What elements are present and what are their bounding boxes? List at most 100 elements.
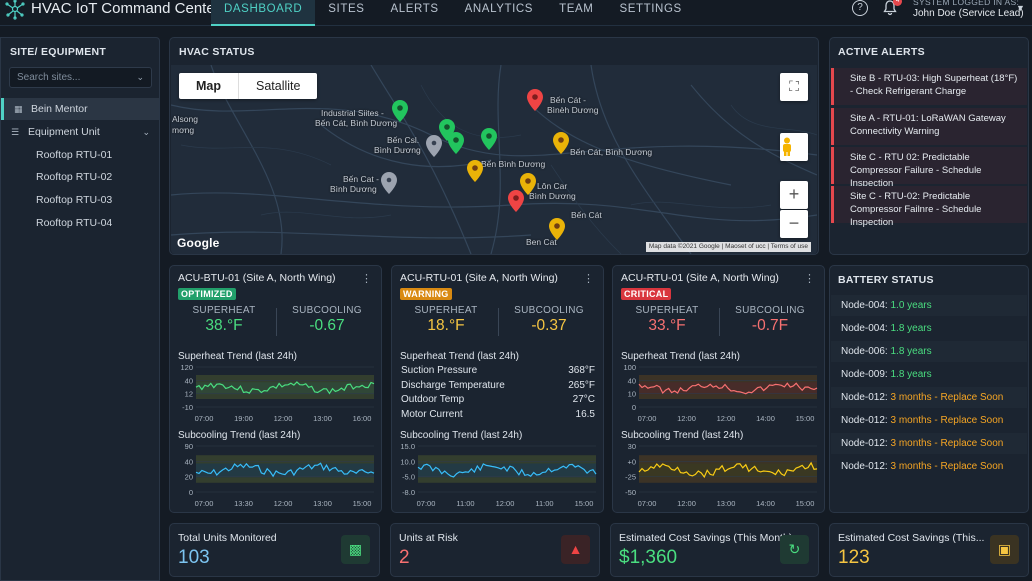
- subcooling-trend-chart: 15.0 10.0 -5.0 -8.007:00 11:00 12:00 11:00 15:0…: [400, 442, 597, 508]
- alert-item[interactable]: Site B - RTU-03: High Superheat (18°F) -…: [831, 68, 1027, 105]
- battery-value: 1.8 years: [890, 346, 932, 357]
- battery-node: Node-004:: [841, 300, 891, 311]
- map-label: Bến Cát, Bình Dương: [315, 118, 398, 128]
- sidebar-item-rtu-01[interactable]: Rooftop RTU-01: [1, 144, 159, 166]
- kpi-cost-savings-2[interactable]: Estimated Cost Savings (This... 123 ▣: [829, 523, 1029, 577]
- unit-card-acu-rtu-01-critical[interactable]: ACU-RTU-01 (Site A, North Wing) ⋮ CRITIC…: [612, 265, 825, 513]
- zoom-in-icon[interactable]: +: [780, 181, 808, 209]
- reading-label: Discharge Temperature: [401, 379, 505, 391]
- divider: [498, 308, 499, 336]
- battery-row[interactable]: Node-012: 3 months - Replace Soon: [831, 387, 1027, 409]
- tab-team[interactable]: TEAM: [559, 3, 594, 15]
- active-alerts-title: ACTIVE ALERTS: [838, 46, 925, 58]
- superheat-value: 18.°F: [427, 317, 465, 334]
- y-tick-label: 12: [185, 390, 193, 399]
- satellite-tab[interactable]: Satallite: [256, 79, 301, 93]
- kpi-cost-savings-month[interactable]: Estimated Cost Savings (This Month) $1,3…: [610, 523, 819, 577]
- battery-value: 1.8 years: [890, 323, 932, 334]
- more-options-icon[interactable]: ⋮: [361, 273, 372, 285]
- battery-row[interactable]: Node-012: 3 months - Replace Soon: [831, 410, 1027, 432]
- target-band: [639, 463, 817, 478]
- status-badge: OPTIMIZED: [178, 288, 236, 300]
- trend-title: Superheat Trend (last 24h): [178, 351, 297, 362]
- battery-node: Node-012:: [841, 461, 891, 472]
- battery-value: 3 months - Replace Soon: [890, 415, 1004, 426]
- x-tick-label: 12:00: [677, 499, 696, 508]
- user-menu[interactable]: SYSTEM LOGGED IN AS: John Doe (Service L…: [913, 0, 1024, 20]
- sidebar-item-rtu-03[interactable]: Rooftop RTU-03: [1, 189, 159, 211]
- status-badge: CRITICAL: [621, 288, 672, 300]
- sidebar-item-label: Equipment Unit: [28, 126, 100, 138]
- tab-settings[interactable]: SETTINGS: [619, 3, 682, 15]
- notification-badge: 4: [893, 0, 902, 6]
- reading-label: Motor Current: [401, 408, 463, 420]
- sidebar-item-bein-mentor[interactable]: ▦ Bein Mentor: [1, 98, 159, 120]
- reading-value: 265°F: [568, 379, 595, 391]
- active-alerts-panel: ACTIVE ALERTS Site B - RTU-03: High Supe…: [829, 37, 1029, 255]
- more-options-icon[interactable]: ⋮: [804, 273, 815, 285]
- x-tick-label: 12:00: [496, 499, 515, 508]
- pegman-icon[interactable]: [780, 133, 808, 161]
- x-tick-label: 15:00: [575, 499, 594, 508]
- battery-row[interactable]: Node-004: 1.0 years: [831, 295, 1027, 317]
- x-tick-label: 19:00: [234, 414, 253, 423]
- unit-card-acu-rtu-01-warning[interactable]: ACU-RTU-01 (Site A, North Wing) ⋮ WARNIN…: [391, 265, 604, 513]
- alert-item[interactable]: Site C - RTU-02: Predictable Compressor …: [831, 186, 1027, 228]
- unit-title: ACU-BTU-01 (Site A, North Wing): [178, 272, 336, 284]
- attribution-terms[interactable]: Terms of use: [770, 243, 808, 250]
- reading-row: Motor Current 16.5: [401, 408, 595, 423]
- tab-dashboard[interactable]: DASHBOARD: [211, 0, 316, 26]
- bell-icon[interactable]: [883, 0, 897, 16]
- battery-row[interactable]: Node-012: 3 months - Replace Soon: [831, 456, 1027, 478]
- help-icon[interactable]: ?: [852, 0, 868, 16]
- kpi-total-units[interactable]: Total Units Monitored 103 ▩: [169, 523, 380, 577]
- fullscreen-icon[interactable]: ⛶: [780, 73, 808, 101]
- battery-status-title: BATTERY STATUS: [838, 274, 934, 286]
- superheat-metric: SUPERHEAT 38.°F: [174, 305, 274, 335]
- battery-row[interactable]: Node-012: 3 months - Replace Soon: [831, 433, 1027, 455]
- chevron-down-icon[interactable]: ⌄: [136, 72, 144, 82]
- trend-line: [638, 382, 818, 395]
- x-tick-label: 11:00: [535, 499, 553, 508]
- battery-node: Node-009:: [841, 369, 891, 380]
- x-tick-label: 13:00: [313, 414, 332, 423]
- sidebar-item-rtu-04[interactable]: Rooftop RTU-04: [1, 212, 159, 234]
- tab-analytics[interactable]: ANALYTICS: [464, 3, 534, 15]
- battery-row[interactable]: Node-009: 1.8 years: [831, 364, 1027, 386]
- zoom-out-icon[interactable]: −: [780, 210, 808, 238]
- subcooling-metric: SUBCOOLING -0.67: [277, 305, 377, 335]
- tab-sites[interactable]: SITES: [328, 3, 365, 15]
- chevron-down-icon[interactable]: ▼: [1016, 3, 1025, 13]
- kpi-units-at-risk[interactable]: Units at Risk 2 ▲: [390, 523, 600, 577]
- chevron-down-icon[interactable]: ⌄: [142, 127, 150, 137]
- y-tick-label: -5.0: [402, 473, 415, 482]
- tab-alerts[interactable]: ALERTS: [390, 3, 439, 15]
- superheat-value: 38.°F: [205, 317, 243, 334]
- y-tick-label: -10: [182, 403, 193, 412]
- sidebar-item-equipment-unit[interactable]: ☰ Equipment Unit ⌄: [1, 121, 159, 143]
- map-label: Lôn Car: [537, 181, 568, 191]
- map-label: Bến Csl.: [387, 135, 420, 145]
- superheat-metric: SUPERHEAT 33.°F: [617, 305, 717, 335]
- y-tick-label: 100: [623, 363, 636, 372]
- battery-value: 3 months - Replace Soon: [890, 461, 1004, 472]
- battery-row[interactable]: Node-004: 1.8 years: [831, 318, 1027, 340]
- alert-item[interactable]: Site A - RTU-01: LoRaWAN Gateway Connect…: [831, 108, 1027, 145]
- trend-line: [195, 381, 375, 395]
- map-label: Bình Dương: [330, 184, 377, 194]
- unit-card-acu-btu-01[interactable]: ACU-BTU-01 (Site A, North Wing) ⋮ OPTIMI…: [169, 265, 382, 513]
- battery-row[interactable]: Node-006: 1.8 years: [831, 341, 1027, 363]
- map-view[interactable]: Map Satallite ⛶ + − Alsong mơng Industri…: [171, 65, 817, 254]
- sidebar-item-rtu-02[interactable]: Rooftop RTU-02: [1, 166, 159, 188]
- network-hub-icon: [5, 0, 25, 20]
- attribution-maoset[interactable]: Maoset of ucc: [725, 243, 766, 250]
- subcooling-trend-chart: 90 40 20 007:00 13:30 12:00 13:00 15:00: [185, 442, 375, 508]
- search-sites-input[interactable]: Search sites... ⌄: [9, 67, 152, 88]
- x-tick-label: 07:00: [417, 499, 436, 508]
- alert-item[interactable]: Site C - RTU 02: Predictable Compressor …: [831, 147, 1027, 189]
- subcooling-label: SUBCOOLING: [735, 305, 805, 316]
- map-tab[interactable]: Map: [179, 73, 239, 99]
- trend-line: [417, 463, 597, 478]
- more-options-icon[interactable]: ⋮: [583, 273, 594, 285]
